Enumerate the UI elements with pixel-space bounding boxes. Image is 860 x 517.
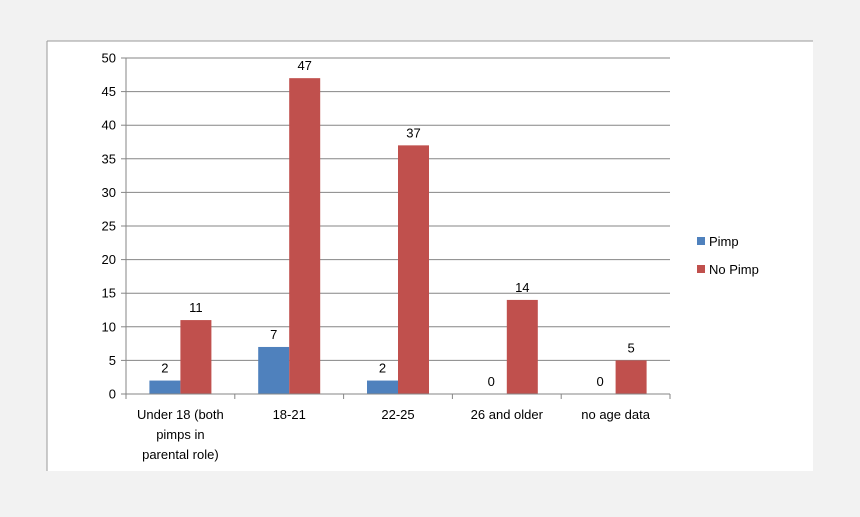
data-label: 47 — [297, 58, 311, 73]
y-tick-label: 10 — [102, 319, 116, 334]
y-tick-label: 25 — [102, 219, 116, 234]
y-tick-label: 50 — [102, 51, 116, 66]
legend-swatch — [697, 237, 705, 245]
data-label: 2 — [379, 361, 386, 376]
y-tick-label: 35 — [102, 151, 116, 166]
data-label: 7 — [270, 327, 277, 342]
y-tick-label: 15 — [102, 286, 116, 301]
data-label: 0 — [596, 374, 603, 389]
bar-pimp — [258, 346, 290, 394]
x-tick-label: Under 18 (both pimps in parental role) — [137, 407, 224, 462]
x-tick-label: 18-21 — [273, 407, 306, 422]
bar-no-pimp — [180, 320, 212, 394]
data-label: 2 — [161, 361, 168, 376]
bar-no-pimp — [289, 78, 321, 394]
legend-label: Pimp — [709, 234, 739, 249]
legend-swatch — [697, 265, 705, 273]
data-label: 5 — [627, 340, 634, 355]
x-tick-label: 22-25 — [381, 407, 414, 422]
chart-area — [47, 41, 813, 471]
bar-no-pimp — [398, 145, 429, 394]
bar-no-pimp — [615, 360, 647, 394]
x-tick-label: 26 and older — [471, 407, 544, 422]
data-label: 11 — [189, 300, 203, 315]
y-tick-label: 20 — [102, 252, 116, 267]
data-labels: 2 11 7 47 2 37 0 14 0 5 — [161, 58, 634, 389]
y-tick-label: 0 — [109, 387, 116, 402]
bar-no-pimp — [506, 299, 538, 394]
data-label: 37 — [406, 125, 420, 140]
x-tick-label: no age data — [581, 407, 650, 422]
y-tick-label: 40 — [102, 118, 116, 133]
legend-label: No Pimp — [709, 262, 759, 277]
legend: Pimp No Pimp — [697, 234, 759, 277]
data-label: 14 — [515, 280, 529, 295]
y-tick-label: 5 — [109, 353, 116, 368]
data-label: 0 — [488, 374, 495, 389]
bars — [149, 78, 647, 394]
y-tick-label: 30 — [102, 185, 116, 200]
bar-pimp — [367, 380, 398, 394]
bar-pimp — [149, 380, 181, 394]
y-tick-label: 45 — [102, 84, 116, 99]
